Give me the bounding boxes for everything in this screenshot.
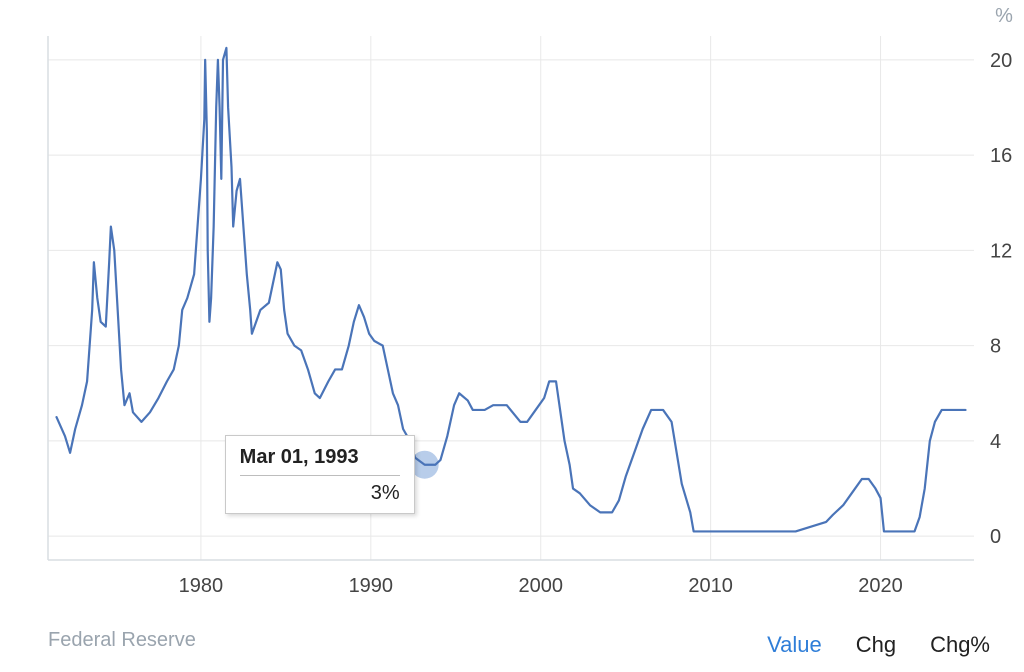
chart-tooltip: Mar 01, 1993 3% [225,435,415,514]
svg-text:0: 0 [990,526,1001,548]
source-label: Federal Reserve [48,629,196,652]
chart-container: % 0 4 8 12 16 20 1980 1990 2000 2010 2020 Mar 01, 1… [0,0,1024,672]
svg-text:1990: 1990 [349,575,394,597]
svg-text:2020: 2020 [858,575,903,597]
svg-text:4: 4 [990,431,1001,453]
svg-text:1980: 1980 [179,575,224,597]
svg-text:20: 20 [990,50,1012,72]
line-chart[interactable]: % 0 4 8 12 16 20 1980 1990 2000 2010 2020 [0,0,1024,620]
svg-text:2010: 2010 [688,575,733,597]
svg-text:12: 12 [990,240,1012,262]
tab-value[interactable]: Value [767,632,822,658]
footer-tabs: Value Chg Chg% [767,632,990,658]
tab-chg-pct[interactable]: Chg% [930,632,990,658]
svg-text:2000: 2000 [518,575,563,597]
svg-text:%: % [995,5,1013,27]
tooltip-date: Mar 01, 1993 [240,446,400,476]
tab-chg[interactable]: Chg [856,632,896,658]
svg-text:16: 16 [990,145,1012,167]
svg-text:8: 8 [990,336,1001,358]
tooltip-value: 3% [240,482,400,505]
